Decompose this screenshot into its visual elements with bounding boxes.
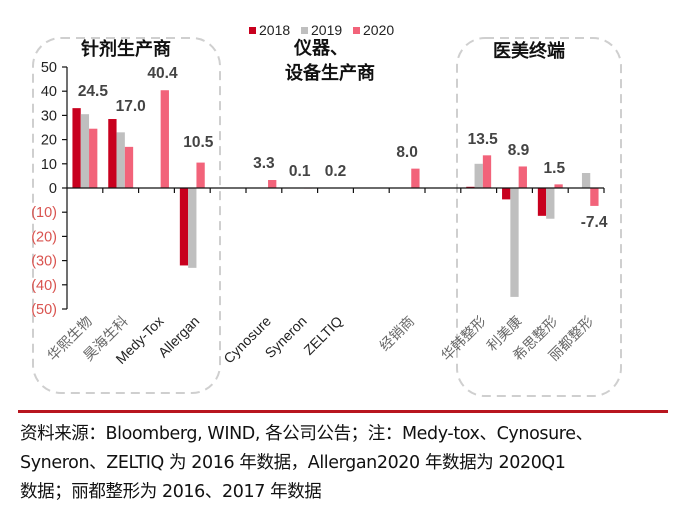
legend-label-2018: 2018 [259,22,290,38]
chart: 50 40 30 20 10 0 (10) (20) (30) (40) (50) 针剂生产商 仪器、… [31,22,622,397]
y-tick-label: 20 [41,133,57,149]
note-line-1: 资料来源：Bloomberg, WIND, 各公司公告；注：Medy-tox、C… [20,424,593,444]
bar-2020-6 [268,180,277,188]
bar-2019-4 [188,188,197,268]
bar-2018-2 [108,119,117,188]
legend-swatch-2018 [249,27,256,34]
source-note: 资料来源：Bloomberg, WIND, 各公司公告；注：Medy-tox、C… [20,420,675,507]
y-tick-label: 50 [41,60,57,76]
bar-2019-12 [474,163,483,188]
bar-2019-1 [80,114,90,188]
data-label: 40.4 [147,65,178,82]
data-label: 17.0 [116,98,146,115]
note-line-2: Syneron、ZELTIQ 为 2016 年数据，Allergan2020 年… [20,453,566,473]
data-label: 8.9 [508,142,530,159]
y-tick-label: (10) [31,205,57,221]
data-label: 8.0 [396,144,418,161]
bar-2019-15 [581,172,591,188]
data-label: 10.5 [183,134,214,151]
data-label: 13.5 [468,131,499,148]
category-label: 经销商 [377,314,418,355]
bar-2020-14 [554,184,563,188]
bar-2020-4 [196,162,205,188]
data-label: -7.4 [581,214,608,231]
group-title-1: 针剂生产商 [81,38,171,60]
y-tick-label: 10 [41,157,57,173]
legend-swatch-2019 [301,27,308,34]
bar-2020-10 [411,168,420,188]
section-divider [18,410,668,413]
group-title-2: 仪器、 [293,38,348,59]
bar-2020-13 [518,166,527,188]
data-label: 0.1 [289,163,311,180]
category-label: Cynosure [220,313,274,367]
category-label: ZELTIQ [300,313,345,358]
bar-2018-14 [537,188,547,216]
y-tick-label: 40 [41,84,57,100]
bar-2020-1 [89,128,98,188]
y-tick-label: 0 [49,181,57,197]
data-label: 24.5 [78,83,109,100]
category-label: 华韩整形 [439,314,490,365]
y-tick-label: (20) [31,229,57,245]
group-title-3: 医美终端 [493,40,565,62]
legend-label-2019: 2019 [311,22,342,38]
legend-label-2020: 2020 [363,22,394,38]
legend-swatch-2020 [353,27,360,34]
group-box-1 [32,37,221,394]
bar-2018-4 [179,188,189,266]
bar-2018-12 [466,186,475,188]
y-tick-label: (40) [31,278,57,294]
group-box-2 [456,37,622,397]
bar-2020-12 [482,155,492,188]
bar-2019-13 [510,188,519,297]
y-tick-label: (50) [31,302,57,318]
data-label: 1.5 [544,160,566,177]
bar-2020-3 [160,90,169,188]
bar-2018-1 [72,108,81,188]
y-tick-label: (30) [31,254,57,270]
bar-2019-14 [546,188,555,219]
bar-2020-2 [124,146,134,188]
data-label: 0.2 [325,163,347,180]
note-line-3: 数据；丽都整形为 2016、2017 年数据 [20,482,322,502]
data-label: 3.3 [253,155,275,172]
bar-2018-13 [502,188,511,200]
bar-2020-15 [590,188,599,206]
y-tick-label: 30 [41,108,57,124]
group-title-2: 设备生产商 [285,62,375,84]
bar-2019-2 [116,132,125,188]
